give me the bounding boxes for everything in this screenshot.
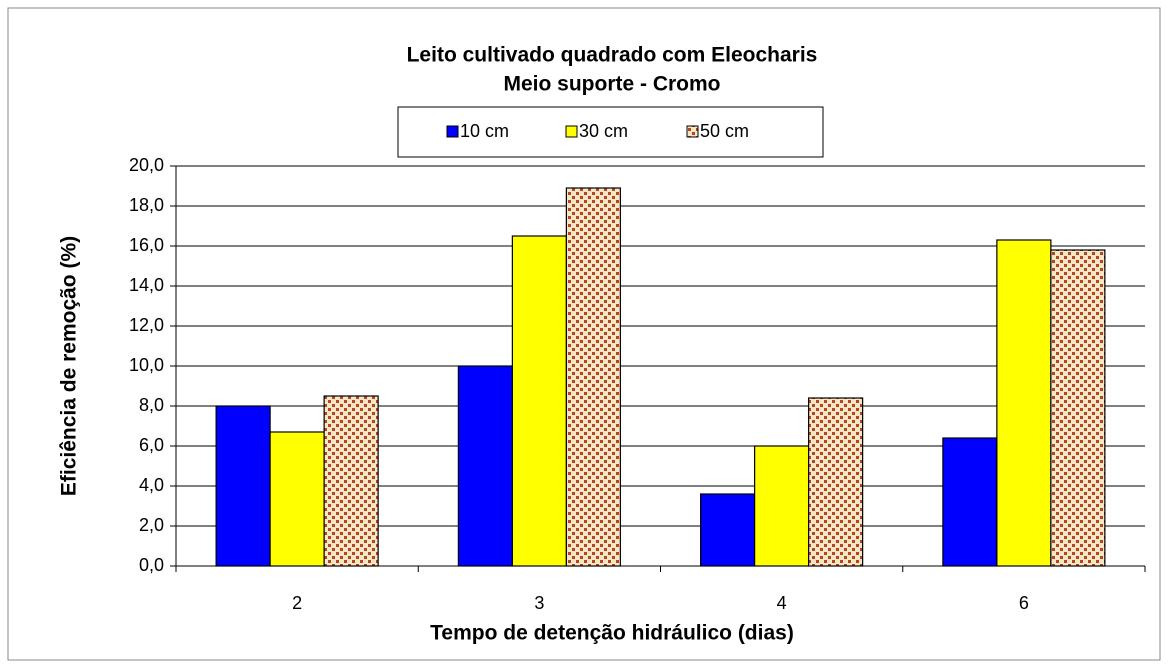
x-tick-label: 4 <box>777 593 787 613</box>
y-tick-label: 12,0 <box>129 315 164 335</box>
legend-swatch <box>565 125 578 138</box>
bar <box>269 431 325 567</box>
legend-swatch <box>686 125 699 138</box>
legend-label: 50 cm <box>700 121 749 141</box>
y-tick-label: 0,0 <box>139 555 164 575</box>
bar <box>323 395 379 567</box>
y-tick-label: 4,0 <box>139 475 164 495</box>
x-tick-label: 2 <box>292 593 302 613</box>
y-tick-label: 6,0 <box>139 435 164 455</box>
y-axis-title: Eficiência de remoção (%) <box>58 236 81 496</box>
y-tick-label: 2,0 <box>139 515 164 535</box>
x-tick-label: 3 <box>534 593 544 613</box>
y-tick-label: 14,0 <box>129 275 164 295</box>
legend-swatch <box>446 125 459 138</box>
legend-label: 10 cm <box>460 121 509 141</box>
bar <box>457 365 513 567</box>
y-tick-label: 20,0 <box>129 155 164 175</box>
bar <box>565 187 621 567</box>
bar <box>808 397 864 567</box>
legend-box <box>397 106 824 158</box>
chart-title: Leito cultivado quadrado com Eleocharis <box>407 44 818 67</box>
x-axis-title: Tempo de detenção hidráulico (dias) <box>430 622 794 645</box>
bar <box>996 239 1052 567</box>
legend-label: 30 cm <box>579 121 628 141</box>
chart-subtitle: Meio suporte - Cromo <box>503 73 720 96</box>
bar <box>700 493 756 567</box>
y-tick-label: 8,0 <box>139 395 164 415</box>
y-tick-label: 18,0 <box>129 195 164 215</box>
bar <box>215 405 271 567</box>
bar <box>754 445 810 567</box>
bar <box>1050 249 1106 567</box>
y-tick-label: 10,0 <box>129 355 164 375</box>
bar <box>942 437 998 567</box>
bar <box>511 235 567 567</box>
x-tick-label: 6 <box>1019 593 1029 613</box>
y-tick-label: 16,0 <box>129 235 164 255</box>
